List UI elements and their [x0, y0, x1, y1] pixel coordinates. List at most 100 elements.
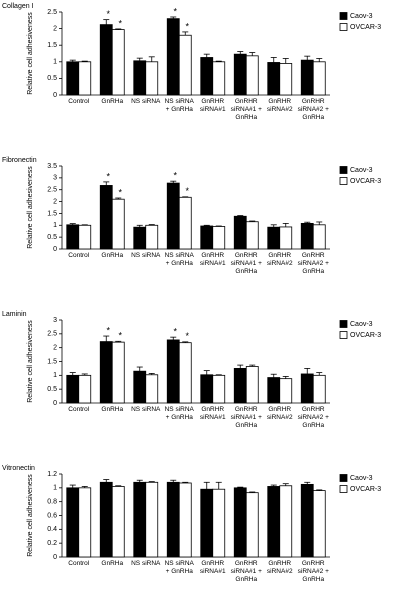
- significance-mark: *: [118, 18, 122, 28]
- y-tick-label: 2.5: [47, 9, 57, 16]
- x-tick-label: GnRHR siRNA#2 + GnRHa: [297, 406, 329, 429]
- x-tick-label-box: GnRHa: [101, 98, 123, 105]
- y-tick-label: 0.2: [47, 540, 57, 547]
- y-tick-label: 0: [53, 92, 57, 99]
- bar: [78, 487, 92, 558]
- bar: [267, 62, 281, 96]
- bar: [111, 486, 125, 558]
- y-tick-label: 0.6: [47, 512, 57, 519]
- significance-mark: *: [173, 6, 177, 16]
- y-tick-label: 1: [53, 485, 57, 492]
- x-tick-label: GnRHR siRNA#1: [199, 406, 226, 421]
- bar: [66, 487, 80, 558]
- panel-title: Fibronectin: [2, 157, 37, 164]
- bar: [233, 368, 247, 404]
- x-tick-label-box: NS siRNA + GnRHa: [165, 560, 194, 575]
- y-tick-label: 2: [53, 25, 57, 32]
- bar: [133, 226, 147, 250]
- legend-label: OVCAR-3: [350, 332, 381, 339]
- x-tick-label-box: GnRHR siRNA#1 + GnRHa: [230, 98, 262, 121]
- bar: [200, 488, 214, 558]
- x-tick-label-box: NS siRNA: [131, 406, 160, 413]
- significance-mark: *: [185, 331, 189, 341]
- legend-label: Caov-3: [350, 167, 373, 174]
- panel-title: Collagen I: [2, 3, 34, 10]
- x-tick-label: GnRHR siRNA#2 + GnRHa: [297, 98, 329, 121]
- panel-title: Laminin: [2, 311, 27, 318]
- bar: [245, 492, 259, 558]
- x-tick-label-box: NS siRNA + GnRHa: [164, 406, 194, 421]
- bar: [312, 61, 326, 96]
- x-tick-label-box: Control: [68, 252, 89, 259]
- significance-mark: *: [118, 187, 122, 197]
- x-tick-label-box: Control: [68, 560, 89, 567]
- bar: [267, 226, 281, 250]
- bar: [166, 18, 180, 96]
- x-tick-label: Control: [68, 406, 90, 413]
- x-tick-label-box: NS siRNA + GnRHa: [165, 252, 194, 267]
- y-tick-label: 1.5: [47, 358, 57, 365]
- bar: [233, 53, 247, 96]
- legend-swatch: [339, 177, 348, 185]
- bar: [245, 221, 259, 250]
- x-tick-label-box: GnRHR siRNA#2: [266, 98, 293, 113]
- x-tick-label-box: GnRHR siRNA#1 + GnRHa: [230, 406, 262, 429]
- x-tick-label-box: NS siRNA: [131, 252, 160, 259]
- x-tick-label: GnRHR siRNA#2: [266, 98, 293, 113]
- y-tick-label: 2.5: [47, 331, 57, 338]
- x-tick-label: GnRHR siRNA#1: [199, 560, 226, 575]
- x-tick-label: GnRHa: [101, 252, 124, 259]
- y-tick-label: 1.2: [47, 471, 57, 478]
- x-tick-label: GnRHR siRNA#2: [266, 560, 293, 575]
- y-tick-label: 0.5: [47, 386, 57, 393]
- bar: [212, 374, 226, 404]
- bar: [133, 370, 147, 404]
- x-tick-label-box: GnRHa: [101, 252, 124, 259]
- bar: [312, 374, 326, 404]
- y-tick-label: 1.5: [47, 210, 57, 217]
- x-tick-label-box: GnRHR siRNA#2 + GnRHa: [297, 406, 329, 429]
- x-tick-label: GnRHR siRNA#1: [199, 252, 226, 267]
- legend-swatch: [339, 331, 348, 339]
- bar: [78, 374, 92, 404]
- x-tick-label: GnRHR siRNA#2: [266, 252, 293, 267]
- legend-swatch: [339, 474, 348, 482]
- bar: [111, 341, 125, 404]
- bar: [300, 373, 314, 404]
- x-tick-label: GnRHR siRNA#1 + GnRHa: [230, 406, 262, 429]
- x-tick-label: GnRHR siRNA#2 + GnRHa: [297, 560, 329, 583]
- legend-swatch: [339, 320, 348, 328]
- bar: [178, 342, 192, 404]
- bar: [300, 222, 314, 250]
- x-tick-label-box: GnRHa: [101, 560, 123, 567]
- x-tick-label-box: GnRHR siRNA#1 + GnRHa: [230, 560, 262, 583]
- bar: [78, 224, 92, 250]
- legend-label: Caov-3: [350, 13, 373, 20]
- bar: [99, 185, 113, 250]
- bar: [166, 481, 180, 558]
- bar: [78, 61, 92, 96]
- x-tick-label-box: GnRHR siRNA#1: [200, 98, 226, 113]
- x-tick-label: GnRHa: [101, 406, 124, 413]
- y-tick-label: 2: [53, 345, 57, 352]
- legend-label: Caov-3: [350, 321, 373, 328]
- x-tick-label-box: GnRHR siRNA#1: [199, 560, 226, 575]
- y-tick-label: 0.5: [47, 75, 57, 82]
- bar: [145, 374, 159, 404]
- x-tick-label-box: GnRHR siRNA#2: [266, 560, 293, 575]
- y-axis-label: Relative cell adhesiveness: [27, 320, 34, 403]
- x-tick-label: GnRHR siRNA#1 + GnRHa: [230, 98, 262, 121]
- y-axis-label: Relative cell adhesiveness: [27, 166, 34, 249]
- y-tick-label: 0.4: [47, 526, 57, 533]
- x-tick-label: GnRHR siRNA#1 + GnRHa: [230, 560, 262, 583]
- significance-mark: *: [185, 21, 189, 31]
- bar: [166, 339, 180, 404]
- bar: [279, 226, 293, 250]
- bar: [200, 225, 214, 250]
- x-tick-label-box: GnRHR siRNA#1: [199, 252, 226, 267]
- x-tick-label: NS siRNA + GnRHa: [164, 406, 194, 421]
- bar: [312, 224, 326, 250]
- bar: [99, 481, 113, 558]
- x-tick-label: GnRHR siRNA#2 + GnRHa: [297, 252, 329, 275]
- significance-mark: *: [173, 327, 177, 337]
